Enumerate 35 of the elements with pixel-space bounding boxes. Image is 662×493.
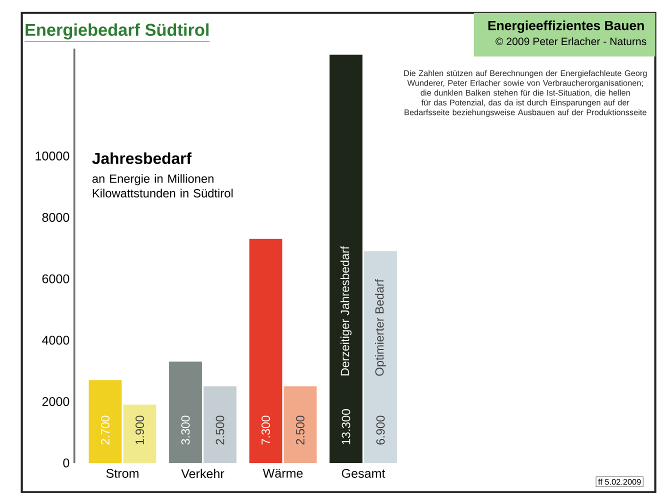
bar: [249, 238, 282, 463]
y-tick-label: 8000: [42, 212, 70, 222]
data-label: 13.300: [342, 409, 350, 444]
data-label: 2.500: [216, 416, 224, 444]
data-label: 2.500: [296, 416, 304, 444]
x-tick-label: Gesamt: [342, 468, 386, 478]
bar: [169, 362, 202, 463]
bar: [364, 251, 397, 463]
y-tick-label: 2000: [42, 396, 70, 406]
bar: [204, 386, 236, 463]
x-tick-label: Strom: [106, 468, 138, 478]
y-tick-label: 4000: [42, 336, 70, 344]
text: Energieeffizientes Bauen: [488, 20, 644, 33]
annotation: an Energie in Millionen Kilowattstunden in Südtirol: [92, 174, 233, 198]
series-label: Optimierter Bedarf: [374, 279, 386, 376]
data-label: 2.700: [101, 416, 110, 444]
y-tick-label: 6000: [42, 274, 70, 284]
text: © 2009 Peter Erlacher - Naturns: [496, 37, 646, 46]
chart-title: Energiebedarf Südtirol: [26, 23, 209, 40]
bar: [330, 54, 362, 463]
data-label: 3.300: [181, 416, 190, 444]
bar: [284, 386, 317, 463]
data-label: 7.300: [262, 416, 270, 444]
x-tick-label: Verkehr: [181, 468, 224, 478]
y-tick-label: 10000: [36, 151, 70, 160]
x-tick-label: Wärme: [262, 468, 303, 478]
y-tick-label: 0: [63, 458, 70, 468]
annotation: Jahresbedarf: [92, 152, 192, 164]
bar: [123, 404, 156, 463]
series-label: Derzeitiger Jahresbedarf: [340, 246, 352, 376]
data-label: 6.900: [376, 416, 385, 444]
data-label: 1.900: [136, 416, 144, 444]
bar: [88, 380, 122, 463]
text: Die Zahlen stützen auf Berechnungen der Energiefachleute Georg Wunderer, Peter Erlacher sowie von Verbraucherorganisationen; die dunklen Balken stehen für die Ist-Situation, die hellen für das Potenzial, das da ist durch Einsparungen auf der Bedarfsseite beziehungsweise Ausbauen auf der Produktionsseite: [404, 70, 647, 117]
text: ff 5.02.2009: [598, 478, 641, 485]
